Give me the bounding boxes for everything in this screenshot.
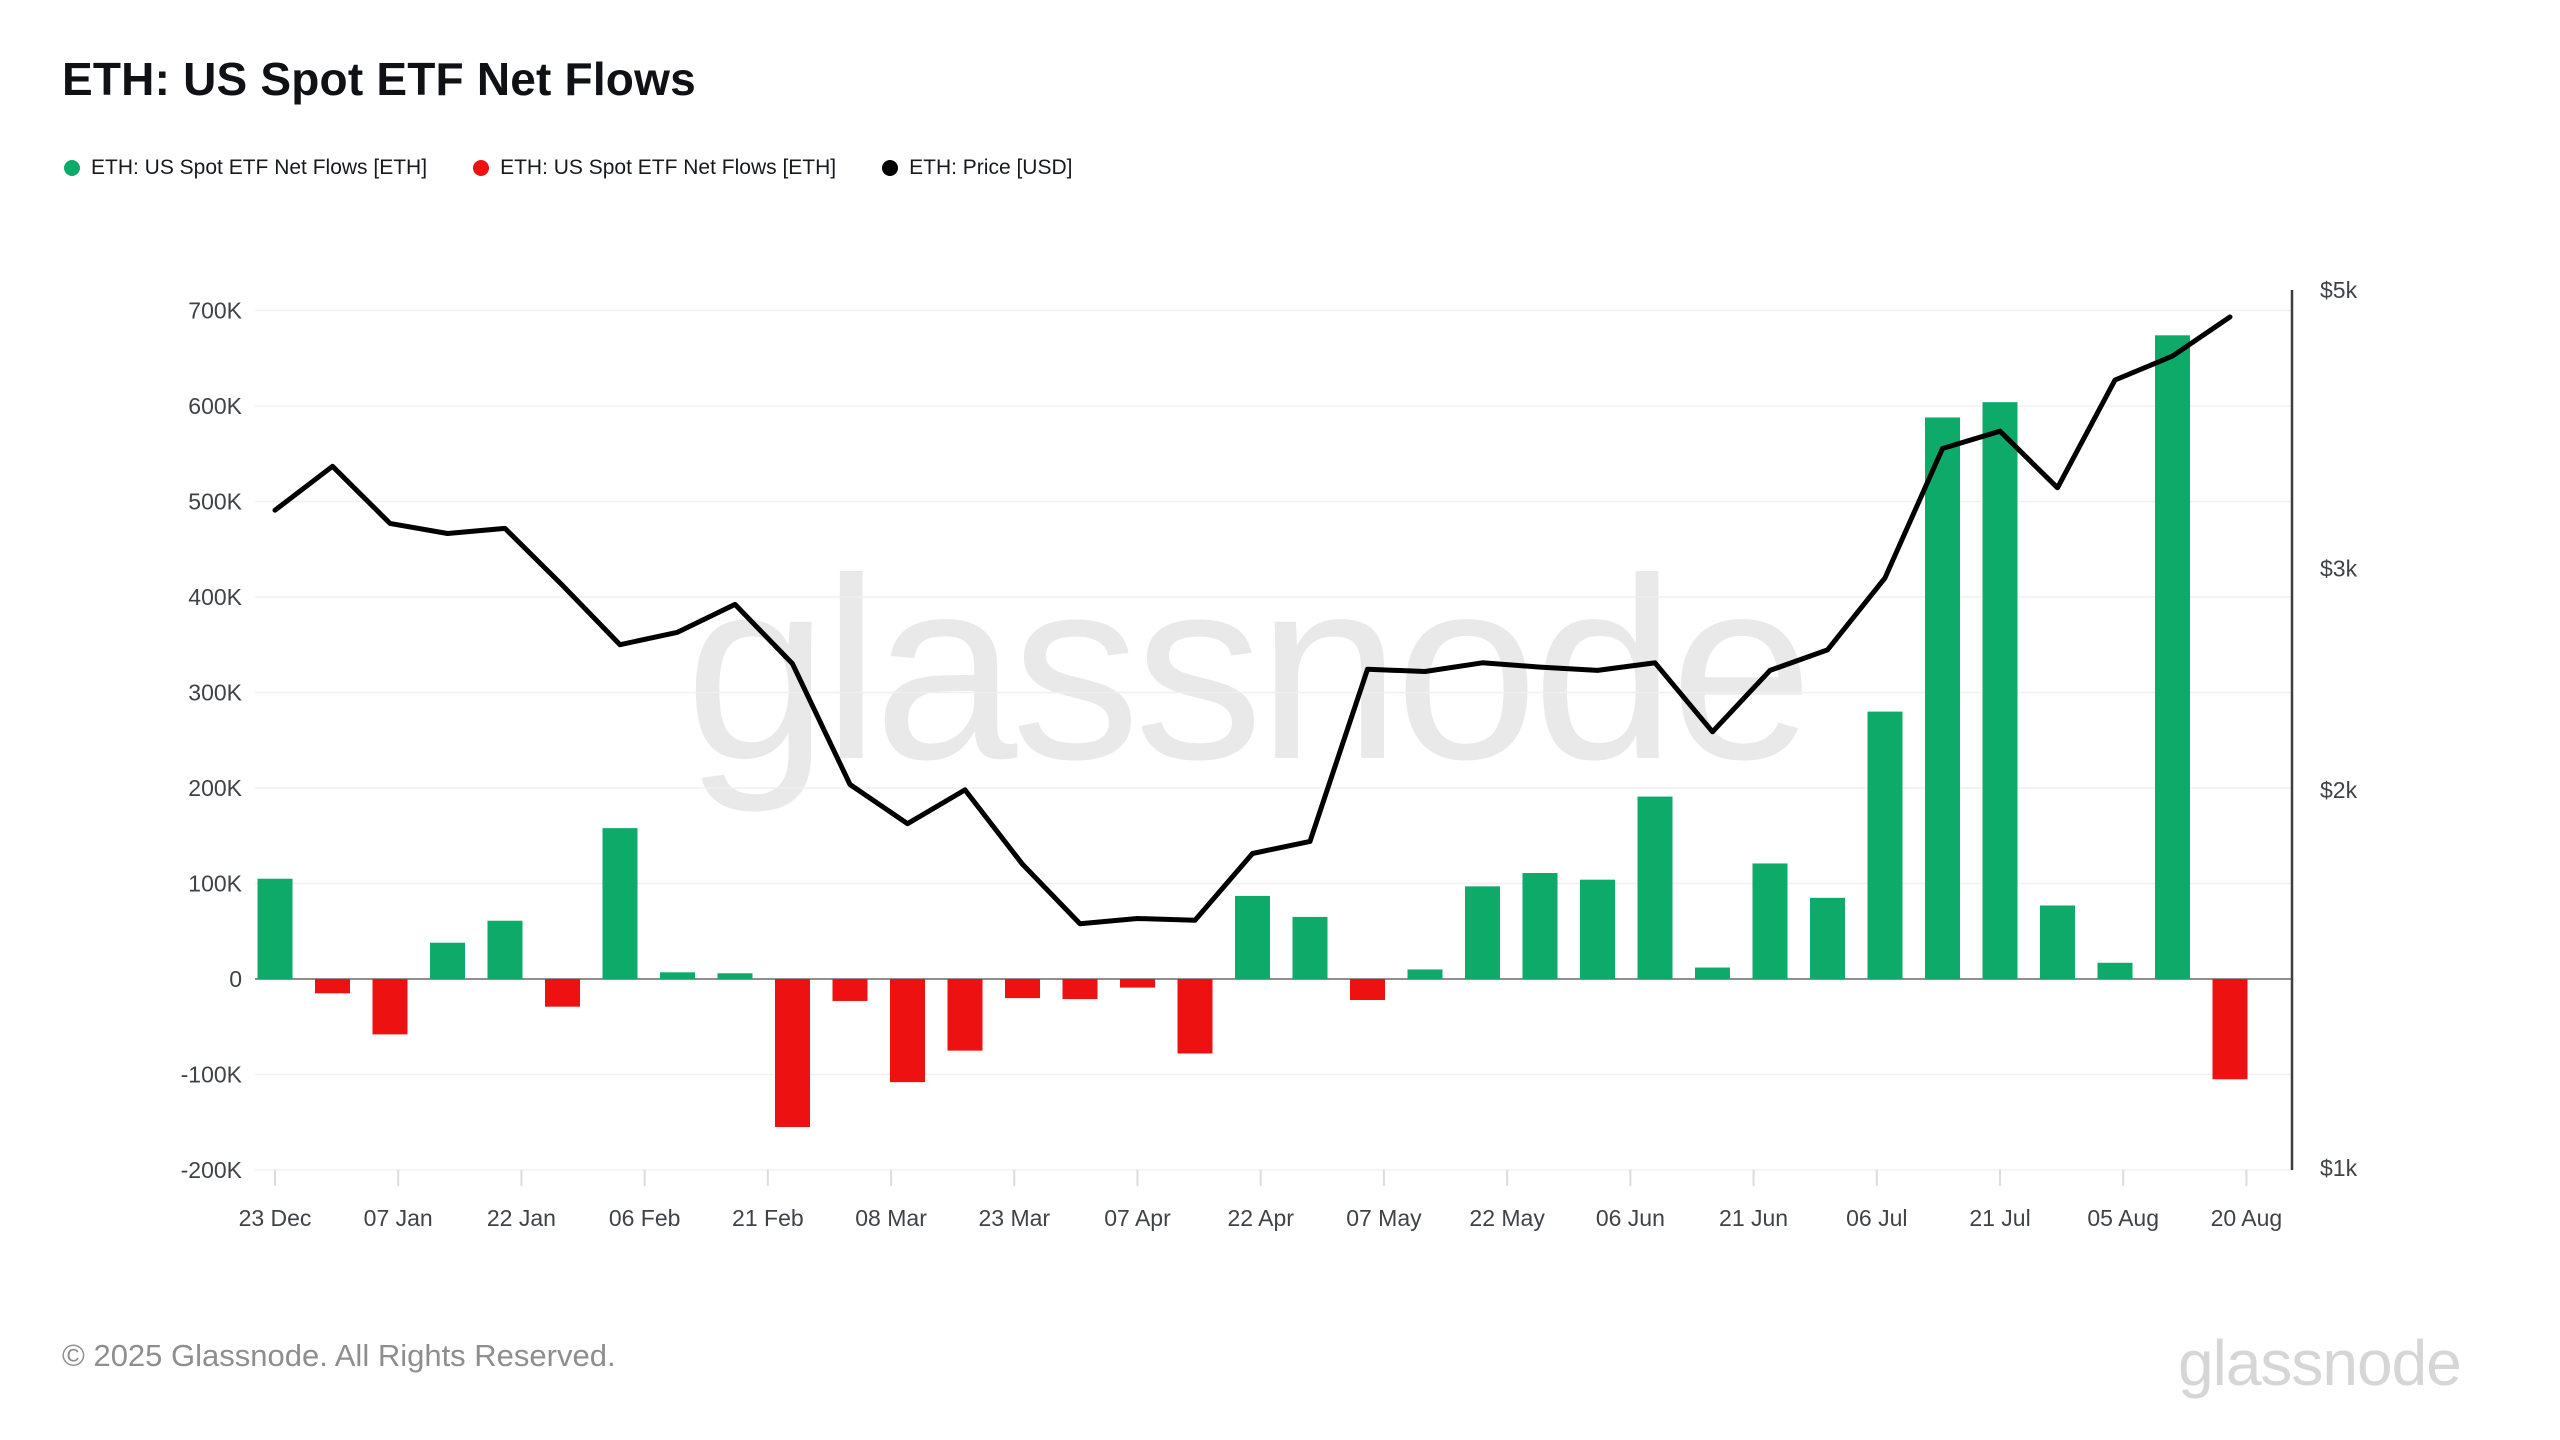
flow-bar: [890, 979, 925, 1083]
legend-dot-icon: [473, 160, 490, 176]
left-axis-label: 600K: [188, 393, 242, 419]
left-axis-label: 700K: [188, 298, 242, 324]
flow-bar: [1235, 895, 1270, 979]
left-axis-label: -200K: [181, 1157, 243, 1183]
flow-bar: [1465, 886, 1500, 979]
x-axis-label: 21 Jul: [1969, 1205, 2030, 1231]
flow-bar: [2212, 979, 2248, 1080]
glassnode-logo: glassnode: [2178, 1327, 2462, 1399]
flow-bar: [1752, 863, 1788, 979]
flow-bar: [2040, 905, 2075, 979]
x-axis-label: 21 Feb: [732, 1205, 804, 1231]
flow-bar: [947, 979, 983, 1051]
copyright-text: © 2025 Glassnode. All Rights Reserved.: [62, 1338, 616, 1373]
legend-item-2[interactable]: ETH: Price [USD]: [882, 156, 1072, 180]
flow-bar: [315, 979, 350, 994]
flow-bar: [1522, 872, 1558, 979]
x-axis-label: 21 Jun: [1719, 1205, 1788, 1231]
flow-bar: [2097, 962, 2133, 979]
left-axis-label: 100K: [188, 871, 242, 897]
legend-item-1[interactable]: ETH: US Spot ETF Net Flows [ETH]: [473, 156, 836, 180]
x-axis-label: 23 Dec: [239, 1205, 312, 1231]
page-title: ETH: US Spot ETF Net Flows: [62, 53, 696, 105]
right-axis-label: $2k: [2320, 777, 2358, 803]
flow-bar: [1925, 417, 1960, 980]
x-axis-label: 07 May: [1346, 1205, 1422, 1231]
legend-dot-icon: [64, 160, 80, 176]
left-axis-label: 400K: [188, 584, 242, 610]
left-axis-label: -100K: [181, 1062, 243, 1088]
flow-bar: [1867, 711, 1903, 979]
flow-bar: [832, 979, 868, 1001]
legend-item-0[interactable]: ETH: US Spot ETF Net Flows [ETH]: [64, 156, 427, 180]
right-axis-label: $5k: [2320, 277, 2358, 303]
flow-bar: [2155, 335, 2190, 980]
x-axis-label: 23 Mar: [978, 1205, 1050, 1231]
flow-bar: [717, 973, 753, 979]
left-axis-label: 0: [229, 966, 242, 992]
flow-bar: [775, 979, 810, 1128]
flow-bar: [1810, 897, 1845, 979]
flow-bar: [1637, 796, 1673, 979]
flow-bar: [372, 979, 408, 1035]
legend-item-label: ETH: Price [USD]: [909, 156, 1073, 179]
left-axis-label: 500K: [188, 489, 242, 515]
legend-dot-icon: [882, 160, 899, 176]
x-axis-label: 07 Apr: [1104, 1205, 1171, 1231]
legend: ETH: US Spot ETF Net Flows [ETH] ETH: US …: [64, 156, 1072, 180]
x-axis-label: 20 Aug: [2211, 1205, 2283, 1231]
flow-bar: [1120, 979, 1155, 988]
x-axis-label: 22 May: [1469, 1205, 1545, 1231]
left-axis-label: 200K: [188, 775, 242, 801]
flow-bar: [1695, 967, 1730, 979]
flow-bar: [1350, 979, 1385, 1001]
flow-bar: [487, 920, 523, 979]
flow-bar: [545, 979, 580, 1007]
x-axis-label: 06 Jul: [1846, 1205, 1907, 1231]
x-axis-label: 08 Mar: [855, 1205, 927, 1231]
price-line: [272, 314, 2233, 927]
flow-bar: [602, 828, 638, 979]
x-axis-label: 05 Aug: [2087, 1205, 2159, 1231]
flow-bar: [1177, 979, 1213, 1054]
flow-bar: [1062, 979, 1098, 1000]
legend-item-label: ETH: US Spot ETF Net Flows [ETH]: [91, 156, 428, 179]
flow-bar: [1005, 979, 1040, 999]
x-axis-label: 22 Apr: [1227, 1205, 1294, 1231]
left-axis-label: 300K: [188, 680, 242, 706]
right-axis-label: $1k: [2320, 1155, 2358, 1181]
flow-bar: [1982, 402, 2018, 979]
right-axis-label: $3k: [2320, 556, 2358, 582]
legend-item-label: ETH: US Spot ETF Net Flows [ETH]: [500, 156, 837, 179]
flow-bar: [660, 972, 695, 979]
flow-bar: [1407, 969, 1443, 979]
flow-bar: [257, 878, 293, 979]
x-axis-label: 06 Jun: [1596, 1205, 1665, 1231]
flow-bar: [430, 942, 465, 979]
x-axis-label: 22 Jan: [487, 1205, 556, 1231]
flow-bar: [1580, 879, 1615, 979]
x-axis-label: 07 Jan: [364, 1205, 433, 1231]
x-axis-label: 06 Feb: [609, 1205, 681, 1231]
flow-bar: [1292, 916, 1328, 979]
